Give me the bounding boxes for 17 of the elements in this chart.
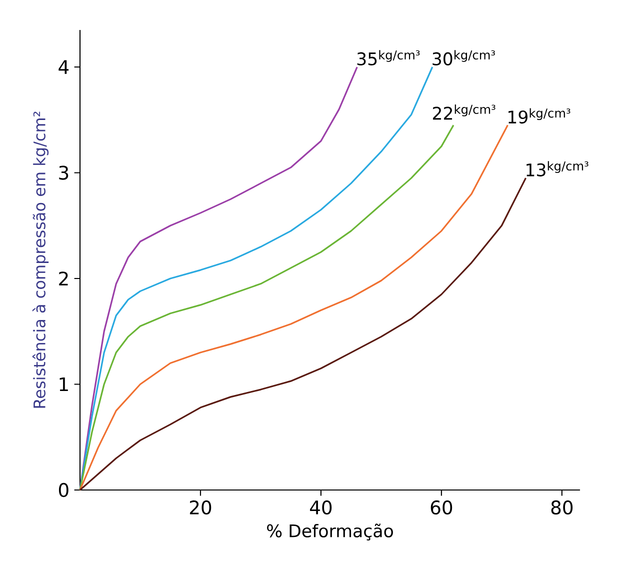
series-label: 22$^{kg/cm³}$ — [432, 104, 496, 120]
x-tick-label: 40 — [310, 500, 332, 515]
x-axis-title: % Deformação — [267, 524, 393, 540]
x-tick-label: 80 — [551, 500, 573, 515]
x-tick-label: 60 — [430, 500, 452, 515]
y-axis-title: Resistência à compressão em kg/cm² — [32, 112, 49, 408]
series-label: 19$^{kg/cm³}$ — [508, 108, 570, 124]
y-tick-label: 3 — [59, 166, 68, 180]
y-tick-label: 4 — [58, 60, 69, 74]
series-label: 13$^{kg/cm³}$ — [526, 161, 588, 176]
y-tick-label: 0 — [58, 482, 68, 498]
series-label: 35$^{kg/cm³}$ — [357, 50, 420, 66]
series-label: 30$^{kg/cm³}$ — [432, 50, 495, 66]
y-tick-label: 2 — [59, 272, 68, 286]
line-series — [79, 177, 527, 491]
x-tick-label: 20 — [190, 500, 212, 515]
y-tick-label: 1 — [60, 377, 68, 392]
